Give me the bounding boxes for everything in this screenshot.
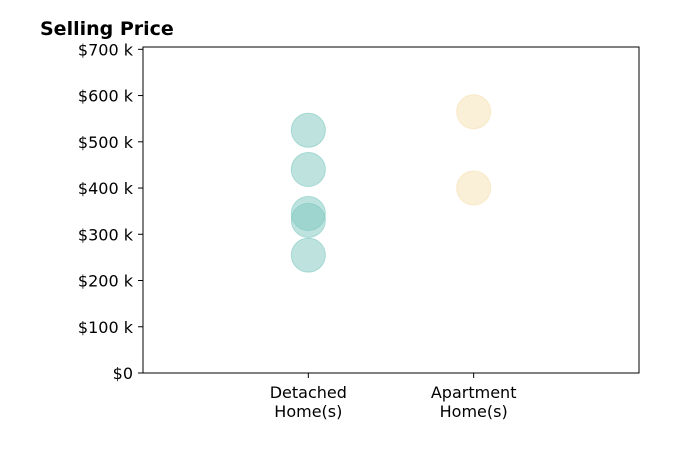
data-point	[456, 94, 492, 130]
y-tick-label: $500 k	[78, 133, 134, 152]
y-tick-label: $100 k	[78, 318, 134, 337]
y-tick-label: $300 k	[78, 225, 134, 244]
y-tick-label: $200 k	[78, 272, 134, 291]
data-point	[290, 112, 326, 148]
y-tick-label: $600 k	[78, 87, 134, 106]
y-tick-label: $0	[113, 364, 133, 383]
plot-frame	[142, 46, 640, 374]
data-point	[290, 152, 326, 188]
chart-title: Selling Price	[40, 18, 174, 40]
data-point	[290, 237, 326, 273]
y-tick-label: $700 k	[78, 40, 134, 59]
data-point	[290, 202, 326, 238]
plot-marks	[290, 94, 492, 273]
x-axis: Detached Home(s) Apartment Home(s)	[270, 373, 517, 421]
y-tick-label: $400 k	[78, 179, 134, 198]
y-axis: $0 $100 k $200 k $300 k $400 k $500 k $600 k $7…	[78, 40, 143, 383]
x-tick-label: Apartment Home(s)	[431, 383, 517, 421]
data-point	[456, 170, 492, 206]
x-tick-label: Detached Home(s)	[270, 383, 347, 421]
